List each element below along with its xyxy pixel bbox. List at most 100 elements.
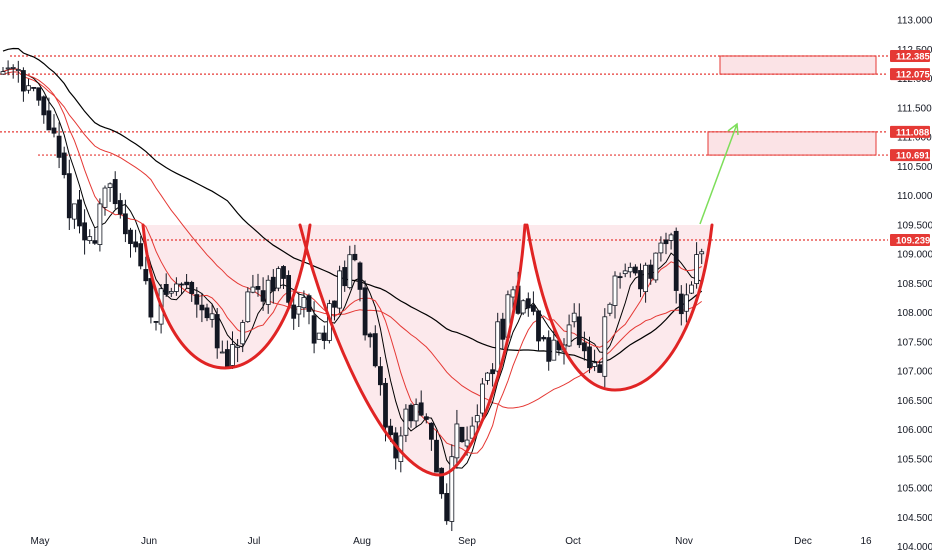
level-price-tag [890,49,930,62]
candle-body [240,322,246,345]
price-tick-label: 106.500 [897,396,932,407]
candle-body [5,67,11,70]
candle-body [173,283,179,292]
moving-average-mid [2,71,702,409]
candle-body [153,321,159,323]
price-tick-label: 110.000 [897,191,932,202]
candle-body [204,307,210,319]
candle-body [194,294,200,305]
price-tick-label: 105.000 [897,484,932,495]
price-tick-label: 105.500 [897,454,932,465]
candle-body [633,266,638,274]
candle-body [474,415,480,423]
candle-body [551,339,557,361]
candle-body [46,110,52,131]
candle-body [230,344,235,366]
candle-body [281,266,286,279]
candle-body [291,304,297,319]
candle-body [454,423,460,459]
level-price-text: 109.239 [896,236,930,247]
cup-outline [298,223,527,477]
candle-body [658,242,664,254]
price-tick-label: 110.500 [897,162,932,173]
candle-body [388,425,394,436]
time-axis[interactable]: May Jun Jul Aug Sep Oct Nov Dec 16 [31,536,872,547]
candle-body [270,276,276,292]
candle-body [337,270,343,309]
candle-body [694,254,699,285]
cup-pattern-drawings [141,223,714,477]
candle-body [41,96,47,116]
candle-body [316,332,322,340]
candle-body [20,70,26,92]
candle-body [235,345,241,348]
candle-body [362,287,368,336]
price-tick-label: 111.000 [897,133,932,144]
time-tick-label: Aug [353,536,371,547]
candle-body [352,253,358,261]
moving-average-slow [2,47,703,364]
price-tick-label: 111.500 [897,103,932,114]
candle-body [301,296,307,309]
candle-body [576,316,582,346]
candle-body [678,293,684,315]
candle-body [648,264,654,279]
candle-body [485,372,490,381]
candle-body [531,305,536,312]
arrow-head [727,122,739,136]
candle-body [566,324,572,347]
price-tick-label: 106.000 [897,425,932,436]
time-tick-label: Jun [141,536,157,547]
candle-body [184,281,190,286]
candle-body [163,284,169,295]
candle-body [275,268,281,289]
time-tick-label: Dec [794,536,812,547]
candle-body [377,366,383,386]
candle-body [347,254,353,288]
level-price-tag [890,125,930,138]
candle-body [133,241,139,248]
price-axis[interactable]: 104.000 104.500 105.000 105.500 106.000 106.5… [890,16,932,550]
candle-body [250,286,256,293]
arrow-shaft [699,123,738,225]
candle-body [10,67,16,69]
candle-body [546,337,552,362]
candle-body [607,303,613,314]
candle-body [255,286,261,290]
candle-body [245,291,251,323]
candle-body [143,269,149,282]
candle-body [321,332,327,341]
candle-body [428,422,434,440]
candle-body [638,270,643,290]
candle-body [622,270,628,275]
level-price-tag [890,149,930,162]
level-price-text: 111.088 [896,127,929,138]
price-tick-label: 108.500 [897,279,932,290]
candle-body [87,236,93,242]
candle-body [612,275,618,306]
time-tick-label: May [31,536,50,547]
candle-body [653,252,659,281]
candle-body [627,266,633,273]
candle-body [413,404,419,422]
candle-body [367,333,373,338]
level-price-text: 112.075 [896,70,931,81]
candle-body [699,251,705,255]
candle-body [189,281,195,294]
candle-body [510,289,516,298]
time-tick-label: Oct [565,536,581,547]
candle-body [684,294,689,312]
candle-body [602,316,608,377]
candle-body [689,284,694,294]
candle-body [306,295,312,312]
price-tick-label: 109.000 [897,250,932,261]
candle-body [490,369,496,375]
candle-body [617,276,623,279]
candle-body [439,467,445,495]
level-price-tag [890,68,930,81]
zone-layer [143,55,877,475]
candle-body [403,408,409,436]
candle-body [112,179,118,205]
time-tick-label: Sep [458,536,476,547]
